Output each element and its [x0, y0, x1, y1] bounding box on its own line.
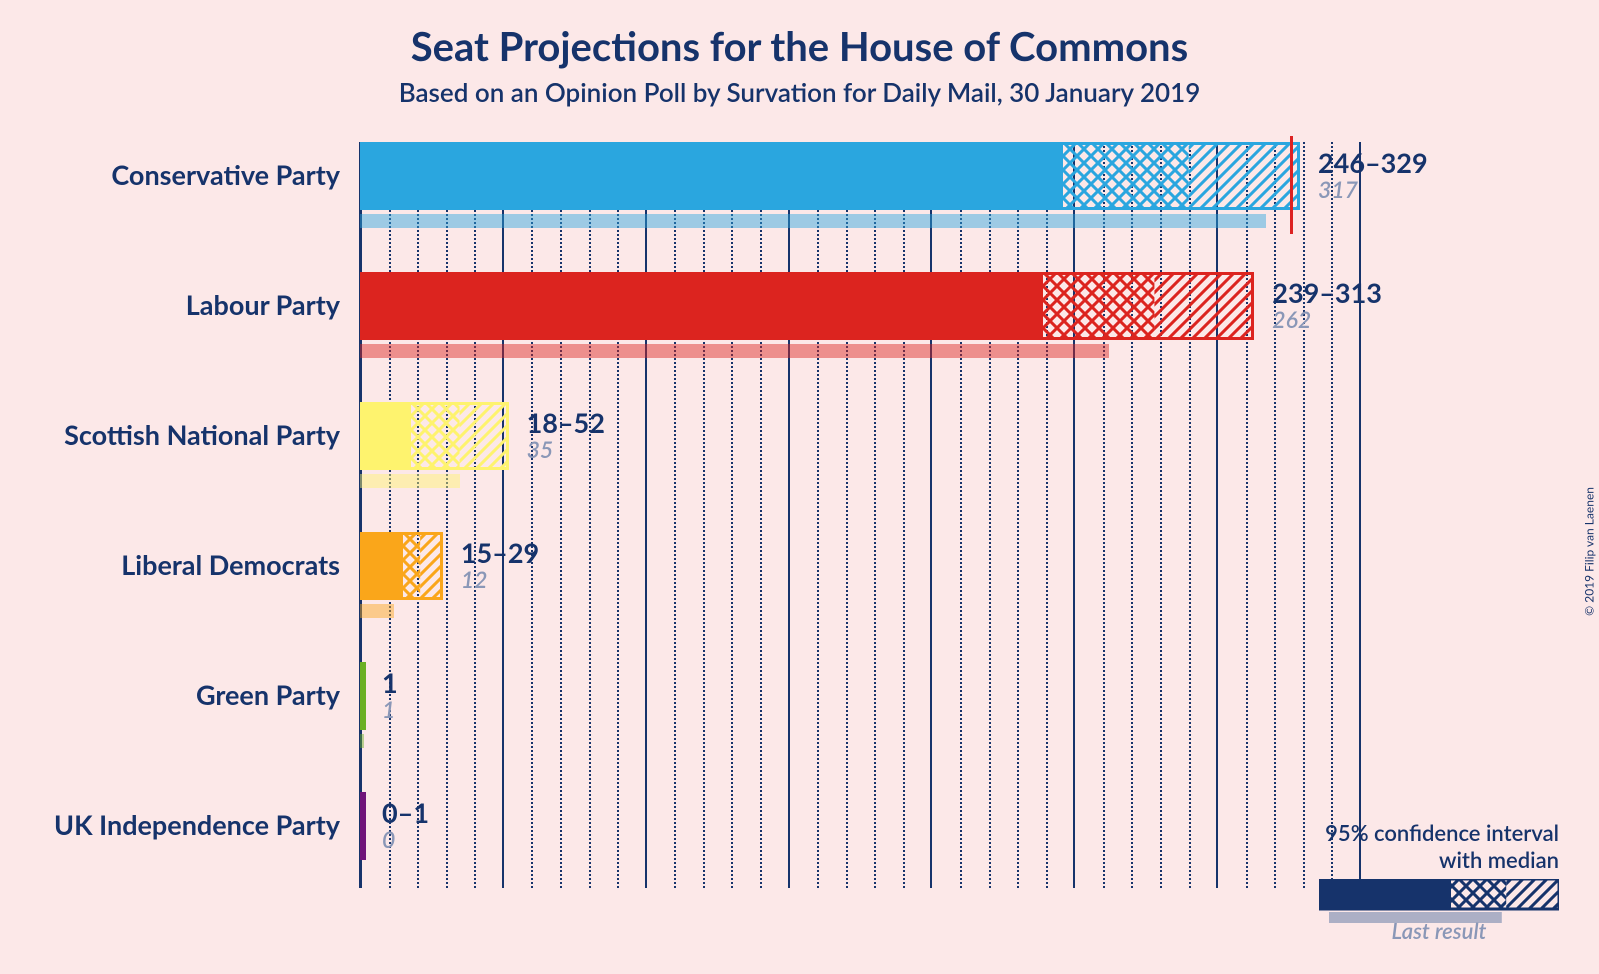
- gridline-major: [645, 142, 647, 888]
- gridline-minor: [846, 142, 848, 888]
- gridline-minor: [674, 142, 676, 888]
- gridline-minor: [1189, 142, 1191, 888]
- party-label: Liberal Democrats: [121, 548, 360, 581]
- copyright-text: © 2019 Filip van Laenen: [1582, 487, 1597, 616]
- gridline-minor: [1160, 142, 1162, 888]
- party-label: UK Independence Party: [54, 808, 360, 841]
- ci-bar-low: [360, 272, 1043, 340]
- gridline-minor: [417, 142, 419, 888]
- ci-bar-hatched: [360, 792, 364, 860]
- gridline-minor: [731, 142, 733, 888]
- ci-bar-hatched: [1043, 272, 1254, 340]
- seat-projection-chart: Seat Projections for the House of Common…: [0, 0, 1599, 974]
- gridline-minor: [903, 142, 905, 888]
- gridline-minor: [1331, 142, 1333, 888]
- gridline-minor: [531, 142, 533, 888]
- gridline-minor: [760, 142, 762, 888]
- gridline-minor: [474, 142, 476, 888]
- gridline-minor: [960, 142, 962, 888]
- gridline-major: [788, 142, 790, 888]
- gridline-major: [1216, 142, 1218, 888]
- party-label: Labour Party: [186, 288, 360, 321]
- gridline-minor: [874, 142, 876, 888]
- party-label: Scottish National Party: [64, 418, 360, 451]
- last-result-bar: [360, 734, 364, 748]
- ci-bar-hatched: [403, 532, 443, 600]
- gridline-minor: [817, 142, 819, 888]
- value-last: 1: [382, 695, 395, 723]
- gridline-minor: [1303, 142, 1305, 888]
- value-last: 317: [1318, 175, 1358, 203]
- ci-bar-hatched: [1063, 142, 1300, 210]
- chart-subtitle: Based on an Opinion Poll by Survation fo…: [0, 76, 1599, 108]
- value-last: 0: [382, 825, 395, 853]
- gridline-major: [1359, 142, 1361, 888]
- value-last: 12: [461, 565, 488, 593]
- gridline-minor: [617, 142, 619, 888]
- value-last: 35: [527, 435, 554, 463]
- ci-bar-low: [360, 402, 411, 470]
- gridline-minor: [1103, 142, 1105, 888]
- gridline-minor: [446, 142, 448, 888]
- ci-bar-hatched: [363, 662, 364, 730]
- majority-line: [1290, 136, 1293, 234]
- last-result-bar: [360, 214, 1266, 228]
- legend-title: 95% confidence intervalwith median: [1319, 819, 1559, 873]
- gridline-major: [502, 142, 504, 888]
- last-result-bar: [360, 604, 394, 618]
- chart-title: Seat Projections for the House of Common…: [0, 22, 1599, 70]
- party-label: Green Party: [196, 678, 360, 711]
- gridline-minor: [1131, 142, 1133, 888]
- value-last: 262: [1272, 305, 1311, 333]
- y-axis: [359, 142, 362, 888]
- ci-bar-low: [360, 142, 1063, 210]
- gridline-minor: [1246, 142, 1248, 888]
- last-result-bar: [360, 344, 1109, 358]
- gridline-minor: [1017, 142, 1019, 888]
- gridline-minor: [1046, 142, 1048, 888]
- gridline-minor: [1274, 142, 1276, 888]
- gridline-minor: [560, 142, 562, 888]
- ci-bar-hatched: [411, 402, 508, 470]
- legend: 95% confidence intervalwith median Last …: [1319, 819, 1559, 944]
- gridline-minor: [703, 142, 705, 888]
- gridline-major: [1073, 142, 1075, 888]
- gridline-major: [930, 142, 932, 888]
- party-label: Conservative Party: [111, 158, 360, 191]
- gridline-minor: [589, 142, 591, 888]
- gridline-minor: [389, 142, 391, 888]
- plot-area: Conservative Party 246–329317Labour Part…: [360, 130, 1360, 920]
- ci-bar-low: [360, 532, 403, 600]
- gridline-minor: [989, 142, 991, 888]
- last-result-bar: [360, 474, 460, 488]
- legend-ci-bar: [1319, 879, 1559, 915]
